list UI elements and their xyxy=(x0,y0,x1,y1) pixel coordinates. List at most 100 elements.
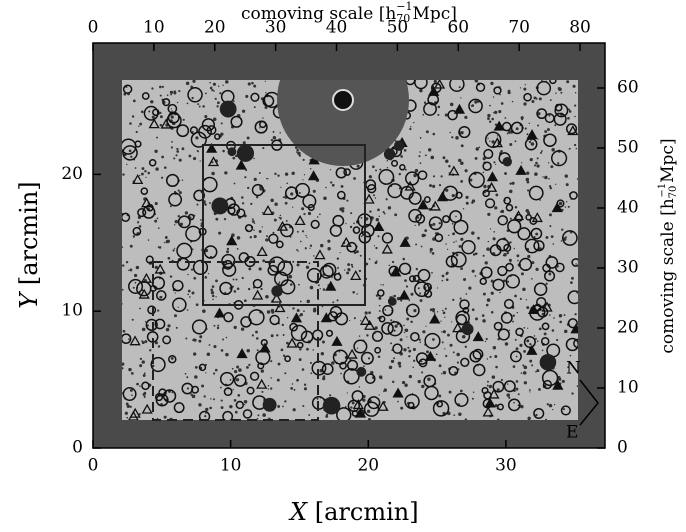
speck xyxy=(213,90,215,92)
speck xyxy=(445,278,449,281)
star-marker xyxy=(472,331,484,342)
speck xyxy=(253,235,257,239)
galaxy-marker xyxy=(455,191,463,199)
speck xyxy=(448,390,452,394)
star-marker xyxy=(541,301,553,312)
speck xyxy=(516,311,519,314)
speck xyxy=(299,300,302,303)
speck xyxy=(214,97,217,100)
speck xyxy=(279,214,282,217)
speck xyxy=(519,343,523,347)
speck xyxy=(565,200,568,203)
speck xyxy=(154,149,158,153)
speck xyxy=(292,260,295,263)
speck xyxy=(553,317,555,319)
speck xyxy=(185,81,190,86)
speck xyxy=(535,337,537,340)
galaxy-marker xyxy=(468,171,485,189)
speck xyxy=(438,222,441,225)
speck xyxy=(255,337,259,340)
speck xyxy=(126,416,129,419)
speck xyxy=(358,269,362,273)
galaxy-marker xyxy=(187,87,203,103)
galaxy-marker xyxy=(497,328,510,341)
speck xyxy=(212,82,216,86)
galaxy-marker xyxy=(423,374,437,388)
speck xyxy=(189,296,191,298)
speck xyxy=(496,135,499,137)
speck xyxy=(308,414,311,416)
speck xyxy=(431,252,435,255)
galaxy-marker xyxy=(492,278,505,291)
galaxy-marker xyxy=(343,368,360,385)
star-marker xyxy=(484,397,496,408)
speck xyxy=(422,331,424,333)
galaxy-marker xyxy=(222,262,237,277)
y2-axis-label: comoving scale [h70−1Mpc] xyxy=(657,138,679,353)
speck xyxy=(211,88,214,92)
speck xyxy=(218,231,222,235)
speck xyxy=(572,84,576,88)
speck xyxy=(122,288,124,291)
speck xyxy=(253,222,256,224)
speck xyxy=(496,418,500,420)
speck xyxy=(138,225,142,228)
galaxy-marker xyxy=(497,215,508,226)
speck xyxy=(174,292,176,294)
galaxy-marker xyxy=(173,402,185,414)
speck xyxy=(515,355,518,358)
speck xyxy=(485,303,489,307)
speck xyxy=(298,358,302,362)
speck xyxy=(156,136,159,139)
speck xyxy=(506,280,510,283)
speck xyxy=(286,182,289,185)
star-marker xyxy=(526,129,538,140)
galaxy-marker xyxy=(198,363,207,372)
speck xyxy=(364,311,368,315)
star-marker xyxy=(207,156,220,167)
speck xyxy=(282,334,285,337)
star-marker xyxy=(567,125,578,136)
galaxy-marker xyxy=(244,224,254,233)
speck xyxy=(296,378,299,382)
speck xyxy=(170,356,174,360)
speck xyxy=(509,241,512,244)
speck xyxy=(397,400,399,403)
speck xyxy=(399,338,403,342)
speck xyxy=(225,80,229,84)
galaxy-marker xyxy=(252,278,263,289)
speck xyxy=(459,389,463,393)
speck xyxy=(144,170,147,173)
speck xyxy=(548,403,553,408)
speck xyxy=(213,372,216,375)
speck xyxy=(419,341,422,344)
galaxy-marker xyxy=(428,216,443,231)
speck xyxy=(491,140,495,144)
speck xyxy=(536,164,540,168)
speck xyxy=(217,324,220,327)
speck xyxy=(232,278,235,281)
speck xyxy=(139,357,143,360)
speck xyxy=(166,239,170,243)
speck xyxy=(295,151,298,153)
speck xyxy=(367,357,371,360)
speck xyxy=(337,266,339,269)
speck xyxy=(481,314,485,317)
galaxy-marker xyxy=(507,398,521,412)
star-marker xyxy=(270,292,283,303)
speck xyxy=(417,287,420,290)
speck xyxy=(274,172,277,176)
speck xyxy=(350,212,353,215)
y-axis-label: Y [arcmin] xyxy=(15,181,43,308)
speck xyxy=(177,306,179,308)
speck xyxy=(534,172,538,176)
speck xyxy=(345,223,347,225)
speck xyxy=(276,334,279,337)
speck xyxy=(206,352,211,356)
speck xyxy=(513,247,516,250)
speck xyxy=(430,155,435,160)
x2-sub: 70 xyxy=(396,12,410,25)
galaxy-marker xyxy=(306,267,322,283)
star-marker xyxy=(259,342,271,353)
speck xyxy=(129,268,133,272)
